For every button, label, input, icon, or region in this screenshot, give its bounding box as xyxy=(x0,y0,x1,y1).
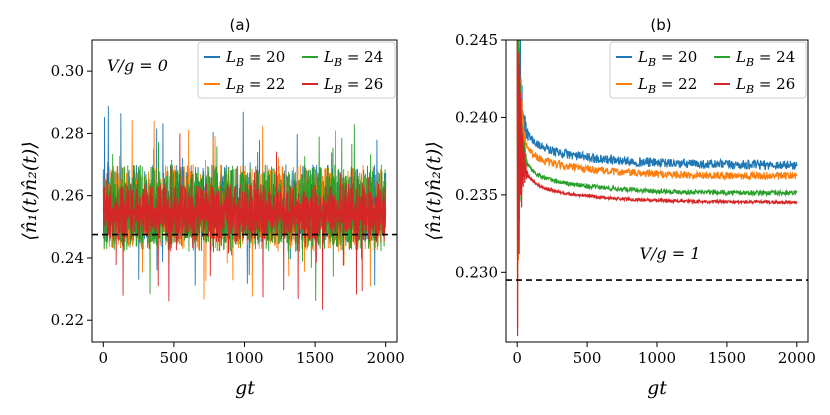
panel-b-annotation: V/g = 1 xyxy=(640,244,701,263)
panel-a: (a) 0 500 1000 1500 2000 0.22 0.24 0.26 0.28 0.30… xyxy=(19,16,405,399)
legend-label: LB = 22 xyxy=(225,75,285,96)
panel-a-title: (a) xyxy=(230,16,251,34)
series-line-b-3 xyxy=(516,40,798,336)
ytick-label: 0.30 xyxy=(51,62,84,80)
xtick-label: 1000 xyxy=(225,349,263,367)
panel-b-plot-area xyxy=(516,40,798,336)
ytick-label: 0.245 xyxy=(455,31,498,49)
series-line-b-1 xyxy=(516,40,798,328)
series-line-b-0 xyxy=(516,40,798,237)
xtick-label: 0 xyxy=(99,349,109,367)
ytick-label: 0.22 xyxy=(51,311,84,329)
xtick-label: 1500 xyxy=(296,349,334,367)
panel-b-ticks: 0 500 1000 1500 2000 0.230 0.235 0.240 0.245 xyxy=(455,31,816,367)
panel-a-legend: LB = 20 LB = 24 LB = 22 LB = 26 xyxy=(197,41,396,99)
ytick-label: 0.26 xyxy=(51,187,84,205)
panel-a-annotation: V/g = 0 xyxy=(107,56,168,75)
xtick-label: 500 xyxy=(573,349,602,367)
xtick-label: 1000 xyxy=(638,349,676,367)
series-line-b-2 xyxy=(516,40,798,255)
panel-a-plot-area xyxy=(102,105,387,310)
panel-b-title: (b) xyxy=(650,16,671,34)
ytick-label: 0.24 xyxy=(51,249,84,267)
legend-label: LB = 22 xyxy=(637,75,697,96)
series-line-a-3 xyxy=(102,133,387,310)
xtick-label: 2000 xyxy=(778,349,816,367)
legend-box xyxy=(197,41,396,99)
ytick-label: 0.235 xyxy=(455,186,498,204)
legend-label: LB = 20 xyxy=(225,48,285,69)
ytick-label: 0.28 xyxy=(51,124,84,142)
panel-b-ylabel: ⟨n̂₁(t)n̂₂(t)⟩ xyxy=(423,141,445,240)
panel-a-ticks: 0 500 1000 1500 2000 0.22 0.24 0.26 0.28 0.30 xyxy=(51,62,405,367)
legend-box xyxy=(609,41,807,99)
panel-a-ylabel: ⟨n̂₁(t)n̂₂(t)⟩ xyxy=(19,141,41,240)
panel-b-xlabel: gt xyxy=(647,377,667,399)
panel-a-xlabel: gt xyxy=(235,377,255,399)
legend-label: LB = 20 xyxy=(637,48,697,69)
legend-label: LB = 26 xyxy=(323,75,383,96)
panel-b-legend: LB = 20 LB = 24 LB = 22 LB = 26 xyxy=(609,41,807,99)
xtick-label: 0 xyxy=(512,349,522,367)
xtick-label: 500 xyxy=(160,349,189,367)
legend-label: LB = 24 xyxy=(735,48,795,69)
panel-b: (b) 0 500 1000 1500 2000 0.230 0.235 0.240 0.245… xyxy=(423,16,816,399)
legend-label: LB = 24 xyxy=(323,48,383,69)
ytick-label: 0.240 xyxy=(455,108,498,126)
ytick-label: 0.230 xyxy=(455,263,498,281)
xtick-label: 1500 xyxy=(708,349,746,367)
legend-label: LB = 26 xyxy=(735,75,795,96)
xtick-label: 2000 xyxy=(367,349,405,367)
